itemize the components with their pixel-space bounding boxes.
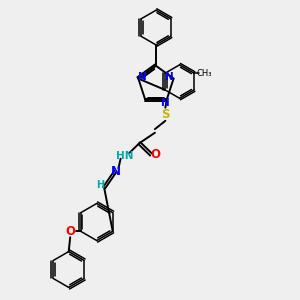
Text: N: N	[138, 72, 147, 82]
Text: N: N	[110, 165, 121, 178]
Text: S: S	[161, 108, 170, 121]
Text: O: O	[65, 225, 75, 238]
Text: H: H	[97, 180, 105, 190]
Text: CH₃: CH₃	[196, 69, 212, 78]
Text: O: O	[150, 148, 160, 161]
Text: N: N	[165, 72, 174, 82]
Text: N: N	[161, 98, 170, 108]
Text: HN: HN	[116, 151, 133, 161]
